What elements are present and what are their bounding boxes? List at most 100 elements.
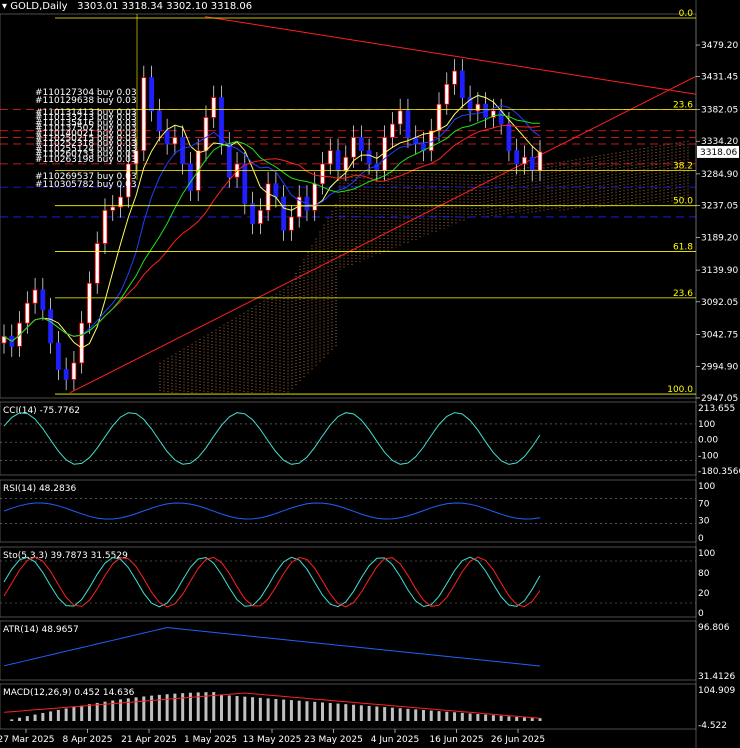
- indicator-label-rsi: RSI(14) 48.2836: [3, 484, 76, 494]
- symbol-label: GOLD,Daily: [10, 1, 68, 12]
- price-axis-label: 3237.05: [701, 202, 738, 212]
- macd-histogram-bar: [538, 718, 542, 721]
- candle-body: [242, 163, 248, 205]
- macd-histogram-bar: [119, 699, 123, 721]
- fibonacci-levels: 0.0 23.6 38.2 50.0 61.8 23.6 100.0: [55, 9, 696, 395]
- indicator-axis-label-stoch: 20: [698, 589, 710, 599]
- order-label-7: #110250215 buy 0.03: [35, 134, 137, 144]
- price-axis-label: 3479.20: [701, 41, 738, 51]
- macd-histogram-bar: [313, 701, 317, 721]
- indicator-line-atr: [3, 626, 541, 667]
- price-axis-label: 3431.45: [701, 73, 738, 83]
- indicator-axis-label-atr: 31.4126: [698, 672, 735, 682]
- candle-body: [133, 150, 139, 165]
- indicator-label-cci: CCI(14) -75.7762: [3, 406, 80, 416]
- bollinger-line: [3, 114, 541, 342]
- candle-body: [87, 282, 92, 324]
- price-axis-label: 3092.05: [701, 298, 738, 308]
- macd-histogram-bar: [49, 711, 53, 721]
- indicator-axis-label-cci: 0.00: [698, 436, 718, 446]
- candle-body: [320, 163, 325, 185]
- indicator-axis-label-stoch: 0: [698, 609, 704, 619]
- macd-histogram-bar: [398, 708, 402, 721]
- indicator-label-atr: ATR(14) 48.9657: [3, 625, 79, 635]
- date-axis-label: 27 Mar 2025: [0, 735, 55, 745]
- order-label-4: #110135416 buy 0.03: [35, 118, 137, 128]
- macd-histogram-bar: [18, 717, 22, 721]
- candle-body: [94, 243, 100, 284]
- candle-body: [188, 163, 193, 191]
- order-label-1: #110129638 buy 0.03: [35, 96, 137, 106]
- ohlc-label: 3303.01 3318.34 3302.10 3318.06: [77, 1, 253, 12]
- macd-histogram-bar: [196, 692, 200, 721]
- indicator-axis-label-cci: -100: [698, 451, 719, 461]
- candle-body: [327, 150, 333, 165]
- indicator-axis-label-stoch: 80: [698, 569, 710, 579]
- fib-level-label: 38.2: [673, 162, 693, 172]
- indicator-axis-label-rsi: 30: [698, 517, 710, 527]
- macd-histogram-bar: [328, 703, 332, 721]
- macd-histogram-bar: [227, 695, 231, 721]
- macd-histogram-bar: [515, 716, 519, 721]
- order-label-3: #110133213 buy 0.03: [35, 113, 137, 123]
- candle-body: [63, 369, 69, 380]
- indicator-panels: CCI(14) -75.7762 213.655 100 0.00 -100 -180.3…: [0, 404, 740, 731]
- indicator-axis-label-cci: 100: [698, 420, 715, 430]
- candle-body: [71, 362, 77, 380]
- macd-histogram-bar: [359, 705, 363, 721]
- candle-body: [273, 183, 279, 198]
- candle-body: [203, 117, 209, 152]
- price-axis-label: 3042.75: [701, 331, 738, 341]
- indicator-axis-label-macd: 104.909: [698, 686, 735, 696]
- candle-body: [506, 123, 512, 152]
- macd-histogram-bar: [421, 709, 425, 721]
- macd-histogram-bar: [414, 709, 418, 721]
- candle-body: [172, 136, 178, 145]
- macd-histogram-bar: [460, 712, 464, 721]
- macd-histogram-bar: [103, 701, 107, 721]
- price-axis-label: 3284.90: [701, 170, 738, 180]
- candle-body: [48, 309, 54, 344]
- candle-body: [55, 342, 61, 370]
- candle-body: [211, 97, 217, 118]
- candle-body: [289, 216, 294, 231]
- macd-histogram-bar: [87, 704, 91, 721]
- candle-body: [475, 103, 481, 112]
- macd-histogram-bar: [274, 698, 278, 721]
- candle-body: [40, 289, 46, 311]
- indicator-axis-label-rsi: 70: [698, 499, 710, 509]
- candle-body: [102, 209, 108, 244]
- order-label-9: #110255124 buy 0.03: [35, 144, 137, 154]
- macd-histogram-bar: [468, 713, 472, 721]
- candle-body: [514, 150, 520, 165]
- macd-histogram-bar: [25, 716, 29, 721]
- macd-histogram-bar: [476, 714, 480, 721]
- date-axis-label: 4 Jun 2025: [371, 735, 419, 745]
- macd-histogram-bar: [282, 699, 286, 721]
- candle-body: [141, 77, 147, 152]
- rising-trendline: [69, 75, 697, 394]
- macd-histogram-bar: [243, 696, 247, 721]
- macd-histogram-bar: [437, 711, 441, 721]
- date-axis-label: 13 May 2025: [243, 735, 302, 745]
- macd-histogram-bar: [320, 702, 324, 721]
- macd-histogram-bar: [305, 701, 309, 721]
- price-axis-label: 3189.20: [701, 233, 738, 243]
- macd-histogram-bar: [445, 711, 449, 721]
- macd-histogram-bar: [157, 694, 161, 721]
- date-axis: 27 Mar 2025 8 Apr 2025 21 Apr 2025 1 May 20…: [0, 729, 545, 745]
- indicator-line-stoch: [3, 556, 541, 608]
- fib-level-label: 100.0: [667, 385, 693, 395]
- macd-histogram-bar: [80, 705, 84, 721]
- dropdown-triangle-icon[interactable]: ▾: [2, 1, 8, 12]
- macd-histogram-bar: [150, 695, 154, 721]
- order-label-6: #110140021 buy 0.03: [35, 129, 137, 139]
- falling-trendline: [204, 16, 697, 95]
- fib-level-label: 23.6: [673, 289, 693, 299]
- current-price-label: 3318.06: [700, 148, 737, 158]
- macd-histogram-bar: [429, 710, 433, 721]
- candle-body: [459, 70, 465, 98]
- indicator-axis-label-macd: -4.522: [698, 721, 727, 731]
- date-axis-label: 8 Apr 2025: [63, 735, 113, 745]
